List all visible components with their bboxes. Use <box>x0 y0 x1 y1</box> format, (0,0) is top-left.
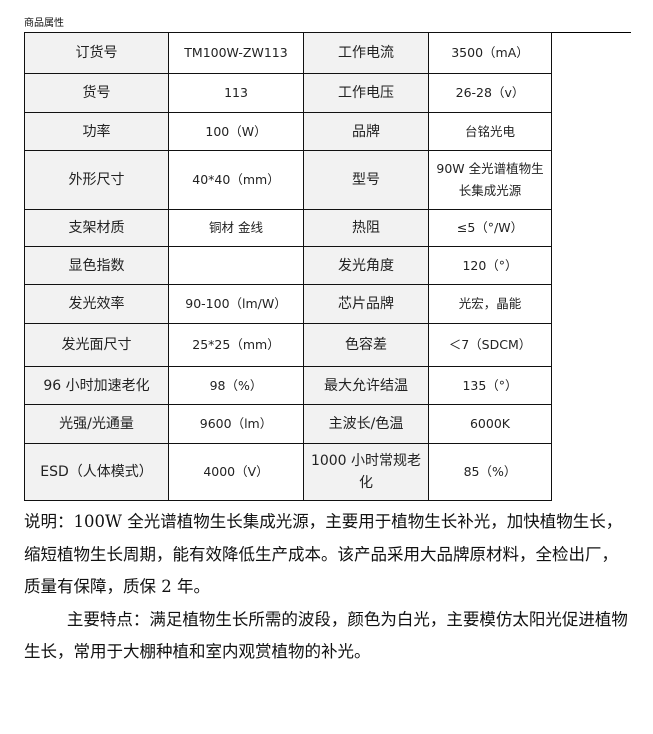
attribute-label: 光强/光通量 <box>24 404 169 444</box>
attribute-value <box>168 246 304 285</box>
attribute-value: ≤5（°/W） <box>428 209 552 247</box>
attribute-value: 9600（lm） <box>168 404 304 444</box>
attribute-label: 芯片品牌 <box>303 284 429 324</box>
attribute-label: 1000 小时常规老化 <box>303 443 429 501</box>
attribute-label: 工作电流 <box>303 32 429 74</box>
attribute-value: 113 <box>168 73 304 113</box>
attribute-label: ESD（人体模式） <box>24 443 169 501</box>
table-row: 光强/光通量 9600（lm） 主波长/色温 6000K <box>24 404 552 444</box>
features-text: 主要特点：满足植物生长所需的波段，颜色为白光，主要模仿太阳光促进植物生长，常用于… <box>24 609 628 662</box>
attribute-value: 100（W） <box>168 112 304 151</box>
table-row: 外形尺寸 40*40（mm） 型号 90W 全光谱植物生长集成光源 <box>24 150 552 210</box>
attribute-label: 96 小时加速老化 <box>24 366 169 405</box>
attribute-value: 135（°） <box>428 366 552 405</box>
attribute-label: 订货号 <box>24 32 169 74</box>
table-row: 发光面尺寸 25*25（mm） 色容差 ＜7（SDCM） <box>24 323 552 367</box>
table-row: 显色指数 发光角度 120（°） <box>24 246 552 285</box>
description-text: 说明：100W 全光谱植物生长集成光源，主要用于植物生长补光，加快植物生长，缩短… <box>24 512 623 596</box>
attribute-label: 发光角度 <box>303 246 429 285</box>
attribute-value: 6000K <box>428 404 552 444</box>
attribute-value: 台铭光电 <box>428 112 552 151</box>
table-row: 货号 113 工作电压 26-28（v） <box>24 73 552 113</box>
attribute-value: 90W 全光谱植物生长集成光源 <box>428 150 552 210</box>
attribute-value: 25*25（mm） <box>168 323 304 367</box>
attribute-label: 热阻 <box>303 209 429 247</box>
attribute-label: 外形尺寸 <box>24 150 169 210</box>
attribute-label: 主波长/色温 <box>303 404 429 444</box>
divider <box>551 32 631 33</box>
attribute-label: 型号 <box>303 150 429 210</box>
attribute-label: 工作电压 <box>303 73 429 113</box>
table-row: 功率 100（W） 品牌 台铭光电 <box>24 112 552 151</box>
product-description: 说明：100W 全光谱植物生长集成光源，主要用于植物生长补光，加快植物生长，缩短… <box>24 506 634 669</box>
attribute-label: 发光效率 <box>24 284 169 324</box>
table-row: 96 小时加速老化 98（%） 最大允许结温 135（°） <box>24 366 552 405</box>
table-row: ESD（人体模式） 4000（V） 1000 小时常规老化 85（%） <box>24 443 552 501</box>
attribute-value: 40*40（mm） <box>168 150 304 210</box>
attribute-label: 品牌 <box>303 112 429 151</box>
attribute-value: 85（%） <box>428 443 552 501</box>
table-row: 支架材质 铜材 金线 热阻 ≤5（°/W） <box>24 209 552 247</box>
attribute-label: 发光面尺寸 <box>24 323 169 367</box>
attribute-value: 4000（V） <box>168 443 304 501</box>
attribute-value: 26-28（v） <box>428 73 552 113</box>
table-row: 订货号 TM100W-ZW113 工作电流 3500（mA） <box>24 32 552 74</box>
attribute-value: 98（%） <box>168 366 304 405</box>
attribute-value: 光宏，晶能 <box>428 284 552 324</box>
attribute-value: TM100W-ZW113 <box>168 32 304 74</box>
attribute-value: 120（°） <box>428 246 552 285</box>
attribute-label: 货号 <box>24 73 169 113</box>
attribute-value: ＜7（SDCM） <box>428 323 552 367</box>
attribute-label: 支架材质 <box>24 209 169 247</box>
attribute-label: 色容差 <box>303 323 429 367</box>
section-title: 商品属性 <box>24 18 64 29</box>
attribute-label: 功率 <box>24 112 169 151</box>
table-row: 发光效率 90-100（lm/W） 芯片品牌 光宏，晶能 <box>24 284 552 324</box>
product-attributes-table: 订货号 TM100W-ZW113 工作电流 3500（mA） 货号 113 工作电压 26-2… <box>24 32 552 501</box>
attribute-value: 90-100（lm/W） <box>168 284 304 324</box>
attribute-label: 显色指数 <box>24 246 169 285</box>
attribute-value: 3500（mA） <box>428 32 552 74</box>
attribute-value: 铜材 金线 <box>168 209 304 247</box>
attribute-label: 最大允许结温 <box>303 366 429 405</box>
